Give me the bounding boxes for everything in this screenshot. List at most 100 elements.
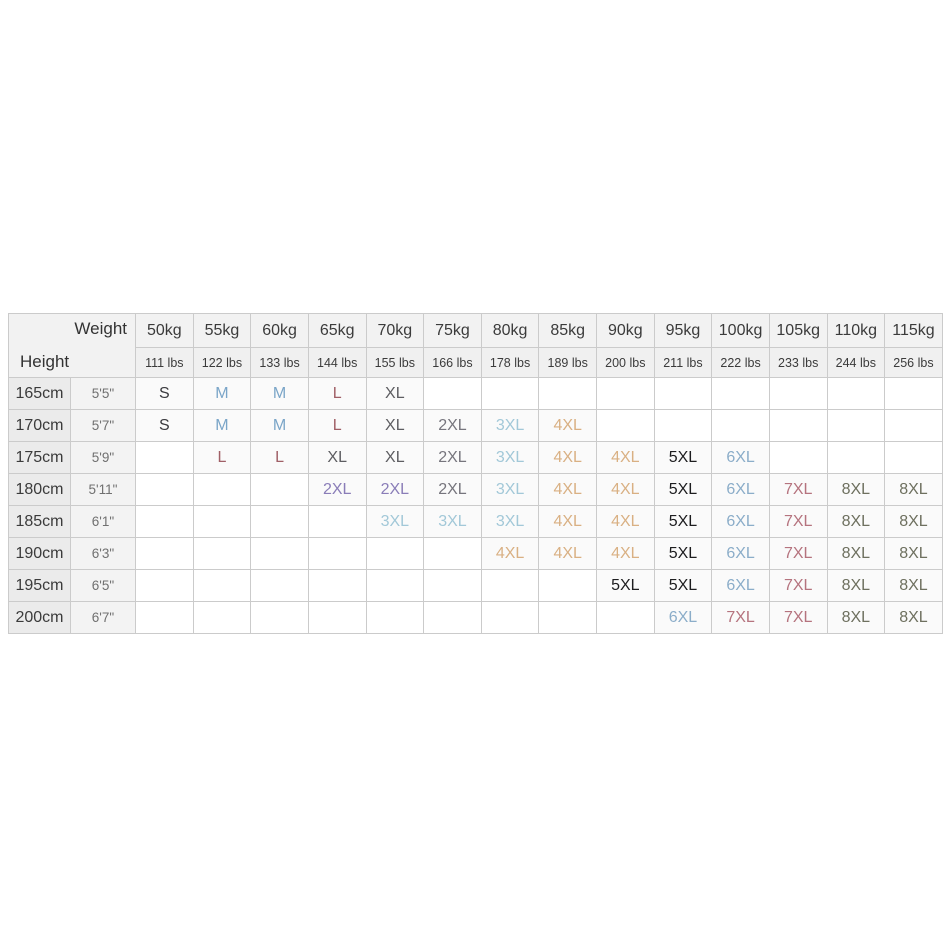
size-cell-170cm-115kg (884, 409, 943, 442)
size-cell-190cm-65kg (307, 537, 367, 570)
size-chart-table: Weight Height 50kg 55kg 60kg 65kg 70kg 75kg 80… (8, 313, 943, 634)
size-cell-195cm-50kg (135, 569, 194, 602)
size-cell-180cm-100kg: 6XL (711, 473, 770, 506)
size-cell-165cm-115kg (884, 377, 943, 410)
size-cell-200cm-105kg: 7XL (768, 601, 828, 634)
size-cell-175cm-95kg: 5XL (653, 441, 713, 474)
size-cell-185cm-90kg: 4XL (596, 505, 655, 538)
size-cell-170cm-50kg: S (135, 409, 194, 442)
size-cell-165cm-90kg (596, 377, 655, 410)
size-cell-170cm-90kg (596, 409, 655, 442)
weight-header-row: Weight Height 50kg 55kg 60kg 65kg 70kg 75kg 80… (8, 313, 943, 378)
size-cell-185cm-105kg: 7XL (768, 505, 828, 538)
size-cell-170cm-85kg: 4XL (538, 409, 597, 442)
size-cell-165cm-105kg (768, 377, 828, 410)
size-cell-165cm-95kg (653, 377, 713, 410)
size-cell-200cm-65kg (307, 601, 367, 634)
height-axis-label: Height (20, 352, 70, 371)
size-cell-180cm-55kg (192, 473, 252, 506)
weight-header-50kg: 50kg (135, 313, 194, 348)
size-cell-200cm-85kg (538, 601, 597, 634)
size-cell-195cm-110kg: 8XL (826, 569, 886, 602)
size-cell-175cm-50kg (135, 441, 194, 474)
weight-header-55kg: 55kg (192, 313, 252, 348)
weight-header-80kg: 80kg (480, 313, 540, 348)
weight-header-75kg: 75kg (423, 313, 482, 348)
size-cell-175cm-90kg: 4XL (596, 441, 655, 474)
height-ft-195cm: 6'5" (70, 569, 136, 602)
size-cell-165cm-85kg (538, 377, 597, 410)
size-cell-190cm-110kg: 8XL (826, 537, 886, 570)
size-cell-200cm-100kg: 7XL (711, 601, 770, 634)
size-cell-165cm-60kg: M (250, 377, 309, 410)
weight-header-95kg: 95kg (653, 313, 713, 348)
weight-header-85kg: 85kg (538, 313, 597, 348)
size-cell-195cm-115kg: 8XL (884, 569, 943, 602)
size-cell-165cm-75kg (423, 377, 482, 410)
height-cm-190cm: 190cm (8, 537, 71, 570)
lbs-header-133-lbs: 133 lbs (250, 347, 309, 378)
height-cm-185cm: 185cm (8, 505, 71, 538)
height-cm-175cm: 175cm (8, 441, 71, 474)
height-row-170cm: 170cm 5'7" S M M L XL 2XL 3XL 4XL (8, 409, 943, 442)
lbs-header-200-lbs: 200 lbs (596, 347, 655, 378)
size-cell-170cm-75kg: 2XL (423, 409, 482, 442)
size-cell-200cm-90kg (596, 601, 655, 634)
size-cell-180cm-115kg: 8XL (884, 473, 943, 506)
height-row-195cm: 195cm 6'5" 5XL 5XL 6XL 7XL 8XL 8XL (8, 569, 943, 602)
height-ft-180cm: 5'11" (70, 473, 136, 506)
size-cell-165cm-70kg: XL (365, 377, 425, 410)
size-cell-165cm-80kg (480, 377, 540, 410)
size-cell-170cm-65kg: L (307, 409, 367, 442)
size-cell-190cm-90kg: 4XL (596, 537, 655, 570)
size-cell-190cm-115kg: 8XL (884, 537, 943, 570)
height-row-190cm: 190cm 6'3" 4XL 4XL 4XL 5XL 6XL 7XL 8XL 8XL (8, 537, 943, 570)
size-cell-195cm-85kg (538, 569, 597, 602)
size-cell-195cm-65kg (307, 569, 367, 602)
size-cell-190cm-85kg: 4XL (538, 537, 597, 570)
size-cell-195cm-90kg: 5XL (596, 569, 655, 602)
size-cell-190cm-100kg: 6XL (711, 537, 770, 570)
size-cell-170cm-105kg (768, 409, 828, 442)
size-cell-200cm-95kg: 6XL (653, 601, 713, 634)
size-cell-190cm-80kg: 4XL (480, 537, 540, 570)
weight-header-100kg: 100kg (711, 313, 770, 348)
height-cm-165cm: 165cm (8, 377, 71, 410)
size-cell-195cm-70kg (365, 569, 425, 602)
size-cell-170cm-70kg: XL (365, 409, 425, 442)
height-ft-185cm: 6'1" (70, 505, 136, 538)
height-ft-175cm: 5'9" (70, 441, 136, 474)
size-cell-185cm-50kg (135, 505, 194, 538)
size-cell-190cm-50kg (135, 537, 194, 570)
height-ft-200cm: 6'7" (70, 601, 136, 634)
height-row-180cm: 180cm 5'11" 2XL 2XL 2XL 3XL 4XL 4XL 5XL 6XL 7XL 8XL… (8, 473, 943, 506)
size-cell-175cm-115kg (884, 441, 943, 474)
height-cm-180cm: 180cm (8, 473, 71, 506)
size-cell-185cm-115kg: 8XL (884, 505, 943, 538)
size-cell-185cm-95kg: 5XL (653, 505, 713, 538)
size-cell-165cm-100kg (711, 377, 770, 410)
lbs-header-111-lbs: 111 lbs (135, 347, 194, 378)
size-chart: Weight Height 50kg 55kg 60kg 65kg 70kg 75kg 80… (8, 313, 943, 634)
size-cell-190cm-55kg (192, 537, 252, 570)
weight-header-65kg: 65kg (307, 313, 367, 348)
size-cell-180cm-85kg: 4XL (538, 473, 597, 506)
size-cell-170cm-110kg (826, 409, 886, 442)
size-cell-175cm-75kg: 2XL (423, 441, 482, 474)
size-cell-175cm-105kg (768, 441, 828, 474)
size-cell-200cm-110kg: 8XL (826, 601, 886, 634)
size-cell-180cm-90kg: 4XL (596, 473, 655, 506)
weight-header-70kg: 70kg (365, 313, 425, 348)
size-cell-175cm-80kg: 3XL (480, 441, 540, 474)
lbs-header-166-lbs: 166 lbs (423, 347, 482, 378)
height-row-165cm: 165cm 5'5" S M M L XL (8, 377, 943, 410)
size-cell-185cm-65kg (307, 505, 367, 538)
lbs-header-256-lbs: 256 lbs (884, 347, 943, 378)
height-row-185cm: 185cm 6'1" 3XL 3XL 3XL 4XL 4XL 5XL 6XL 7XL 8XL 8XL (8, 505, 943, 538)
size-cell-170cm-80kg: 3XL (480, 409, 540, 442)
size-cell-180cm-60kg (250, 473, 309, 506)
lbs-header-144-lbs: 144 lbs (307, 347, 367, 378)
size-cell-170cm-55kg: M (192, 409, 252, 442)
height-ft-165cm: 5'5" (70, 377, 136, 410)
size-cell-180cm-110kg: 8XL (826, 473, 886, 506)
